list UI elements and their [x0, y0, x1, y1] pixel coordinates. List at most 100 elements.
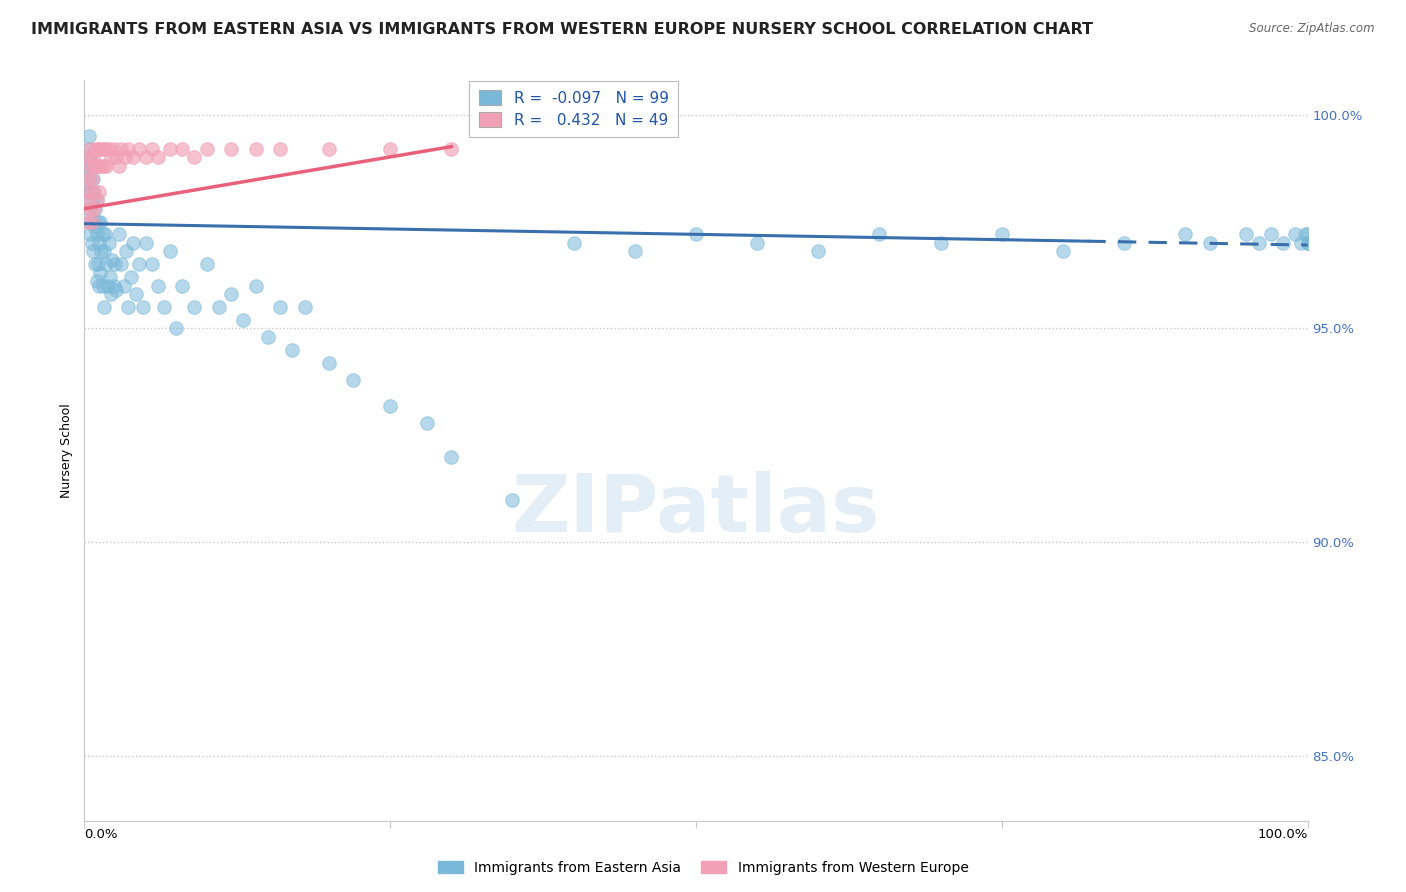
Point: [245, 278, 267, 293]
Point: [86, 193, 108, 207]
Point: [159, 244, 181, 259]
Point: [100, 287, 122, 301]
Text: 0.0%: 0.0%: [84, 828, 118, 841]
Point: [79, 227, 101, 242]
Point: [76, 159, 98, 173]
Point: [269, 300, 291, 314]
Point: [1236, 227, 1258, 242]
Point: [94, 142, 117, 156]
Point: [87, 257, 110, 271]
Point: [91, 227, 114, 242]
Point: [208, 300, 231, 314]
Point: [79, 150, 101, 164]
Point: [128, 257, 150, 271]
Point: [90, 244, 112, 259]
Point: [294, 300, 316, 314]
Point: [80, 159, 103, 173]
Point: [77, 142, 100, 156]
Text: IMMIGRANTS FROM EASTERN ASIA VS IMMIGRANTS FROM WESTERN EUROPE NURSERY SCHOOL CO: IMMIGRANTS FROM EASTERN ASIA VS IMMIGRAN…: [31, 22, 1092, 37]
Point: [165, 321, 187, 335]
Legend: Immigrants from Eastern Asia, Immigrants from Western Europe: Immigrants from Eastern Asia, Immigrants…: [432, 855, 974, 880]
Point: [86, 274, 108, 288]
Point: [1174, 227, 1197, 242]
Text: 100.0%: 100.0%: [1257, 828, 1308, 841]
Point: [86, 193, 108, 207]
Point: [82, 171, 104, 186]
Point: [380, 399, 402, 413]
Point: [79, 185, 101, 199]
Point: [87, 185, 110, 199]
Point: [342, 373, 364, 387]
Point: [281, 343, 304, 357]
Point: [120, 270, 142, 285]
Point: [83, 185, 105, 199]
Point: [257, 330, 280, 344]
Point: [318, 142, 340, 156]
Point: [562, 235, 585, 250]
Point: [440, 450, 463, 464]
Point: [1294, 227, 1316, 242]
Point: [153, 300, 176, 314]
Point: [1296, 235, 1319, 250]
Point: [77, 185, 100, 199]
Point: [100, 150, 122, 164]
Point: [624, 244, 647, 259]
Point: [1247, 235, 1270, 250]
Point: [747, 235, 769, 250]
Point: [115, 244, 138, 259]
Point: [195, 142, 218, 156]
Point: [87, 278, 110, 293]
Point: [101, 253, 124, 268]
Point: [89, 214, 111, 228]
Point: [76, 193, 98, 207]
Point: [79, 159, 101, 173]
Point: [146, 150, 169, 164]
Point: [135, 235, 157, 250]
Point: [807, 244, 830, 259]
Point: [318, 356, 340, 370]
Point: [1296, 227, 1319, 242]
Point: [502, 492, 524, 507]
Point: [96, 159, 118, 173]
Point: [159, 142, 181, 156]
Point: [869, 227, 891, 242]
Point: [183, 150, 205, 164]
Point: [89, 142, 111, 156]
Point: [172, 278, 194, 293]
Point: [80, 235, 103, 250]
Point: [77, 202, 100, 216]
Point: [1114, 235, 1136, 250]
Point: [87, 159, 110, 173]
Point: [77, 171, 100, 186]
Point: [98, 270, 121, 285]
Point: [93, 300, 115, 314]
Point: [77, 150, 100, 164]
Point: [84, 202, 107, 216]
Point: [105, 283, 128, 297]
Legend: R =  -0.097   N = 99, R =   0.432   N = 49: R = -0.097 N = 99, R = 0.432 N = 49: [470, 80, 678, 137]
Point: [122, 235, 145, 250]
Point: [1052, 244, 1074, 259]
Point: [84, 257, 107, 271]
Point: [1260, 227, 1282, 242]
Point: [79, 142, 101, 156]
Point: [380, 142, 402, 156]
Point: [82, 244, 104, 259]
Point: [1291, 235, 1313, 250]
Point: [77, 185, 100, 199]
Point: [82, 214, 104, 228]
Point: [93, 244, 115, 259]
Point: [141, 257, 163, 271]
Point: [114, 150, 136, 164]
Y-axis label: Nursery School: Nursery School: [59, 403, 73, 498]
Point: [89, 266, 111, 280]
Point: [103, 278, 125, 293]
Point: [1198, 235, 1220, 250]
Point: [80, 171, 103, 186]
Point: [103, 142, 125, 156]
Point: [97, 142, 120, 156]
Point: [104, 257, 127, 271]
Point: [135, 150, 157, 164]
Point: [117, 300, 139, 314]
Point: [77, 214, 100, 228]
